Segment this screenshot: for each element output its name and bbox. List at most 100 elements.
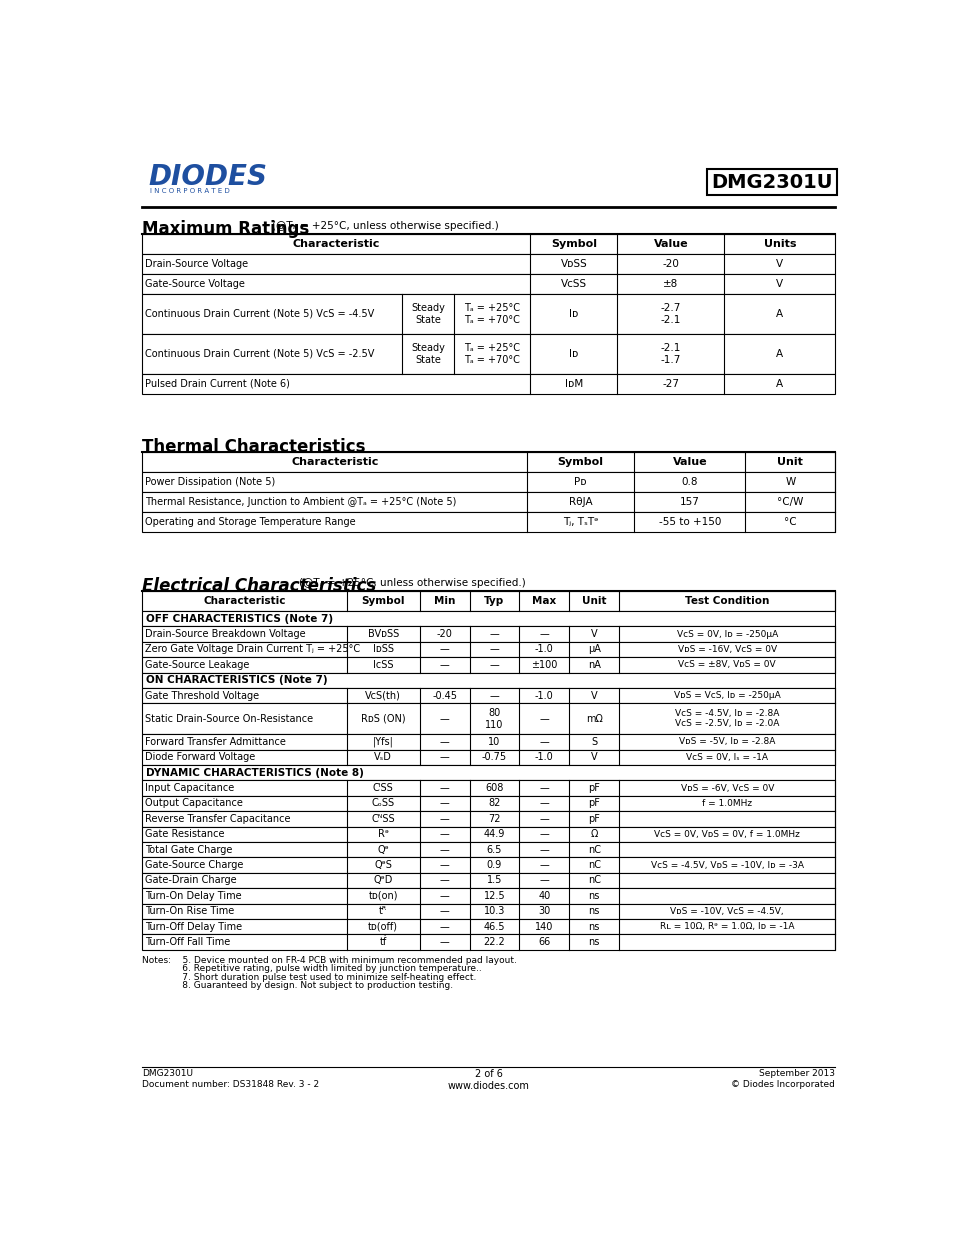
Text: 44.9: 44.9 [483,829,505,840]
Text: CᴵSS: CᴵSS [373,783,394,793]
Text: 140: 140 [535,921,553,931]
Bar [142,294,835,333]
Text: 10.3: 10.3 [483,906,505,916]
Text: —: — [538,799,549,809]
Text: Thermal Characteristics: Thermal Characteristics [142,438,366,457]
Text: -2.7
-2.1: -2.7 -2.1 [659,303,680,325]
Bar [142,750,835,764]
Text: —: — [439,752,449,762]
Bar [142,626,835,642]
Text: Notes:    5. Device mounted on FR-4 PCB with minimum recommended pad layout.: Notes: 5. Device mounted on FR-4 PCB wit… [142,956,517,965]
Text: Zero Gate Voltage Drain Current Tⱼ = +25°C: Zero Gate Voltage Drain Current Tⱼ = +25… [145,645,359,655]
Text: —: — [439,714,449,724]
Text: Value: Value [653,238,687,248]
Text: VᴅSS: VᴅSS [559,258,586,269]
Text: Power Dissipation (Note 5): Power Dissipation (Note 5) [145,478,274,488]
Text: —: — [538,860,549,871]
Bar [142,704,835,734]
Text: Output Capacitance: Output Capacitance [145,799,242,809]
Text: IᴄSS: IᴄSS [373,659,393,669]
Text: —: — [489,690,498,700]
Text: ns: ns [588,921,599,931]
Text: Typ: Typ [484,597,504,606]
Text: tᴅ(on): tᴅ(on) [368,890,397,900]
Text: 608: 608 [485,783,503,793]
Text: V: V [590,629,597,638]
Bar [142,274,835,294]
Text: —: — [439,906,449,916]
Text: pF: pF [588,799,599,809]
Text: VᴅS = VᴄS, Iᴅ = -250μA: VᴅS = VᴄS, Iᴅ = -250μA [673,692,780,700]
Text: -0.45: -0.45 [432,690,456,700]
Text: ±8: ±8 [662,279,678,289]
Text: Tₐ = +25°C
Tₐ = +70°C: Tₐ = +25°C Tₐ = +70°C [464,343,519,364]
Text: 82: 82 [488,799,500,809]
Text: VᴄS = -4.5V, VᴅS = -10V, Iᴅ = -3A: VᴄS = -4.5V, VᴅS = -10V, Iᴅ = -3A [650,861,803,869]
Text: —: — [439,921,449,931]
Text: VᴅS = -5V, Iᴅ = -2.8A: VᴅS = -5V, Iᴅ = -2.8A [679,737,775,746]
Text: 72: 72 [488,814,500,824]
Text: μA: μA [587,645,600,655]
Text: RθJA: RθJA [568,498,592,508]
Text: Total Gate Charge: Total Gate Charge [145,845,232,855]
Text: Unit: Unit [581,597,606,606]
Text: nC: nC [587,876,600,885]
Text: °C: °C [783,517,796,527]
Text: —: — [439,737,449,747]
Text: nC: nC [587,845,600,855]
Text: Diode Forward Voltage: Diode Forward Voltage [145,752,254,762]
Text: 0.9: 0.9 [486,860,501,871]
Text: Tⱼ, TₛTᵊ: Tⱼ, TₛTᵊ [562,517,598,527]
Text: Ω: Ω [590,829,598,840]
Text: f = 1.0MHz: f = 1.0MHz [701,799,752,808]
Text: Qᵊ: Qᵊ [377,845,389,855]
Text: V: V [776,279,782,289]
Text: —: — [538,829,549,840]
Text: —: — [538,845,549,855]
Text: Maximum Ratings: Maximum Ratings [142,220,310,238]
Text: CₒSS: CₒSS [372,799,395,809]
Text: nA: nA [587,659,600,669]
Text: |Yfs|: |Yfs| [373,736,394,747]
Text: nC: nC [587,860,600,871]
Text: Test Condition: Test Condition [684,597,769,606]
Text: Rᵊ: Rᵊ [377,829,389,840]
Text: VᴄS = 0V, VᴅS = 0V, f = 1.0MHz: VᴄS = 0V, VᴅS = 0V, f = 1.0MHz [654,830,800,839]
Text: VᴄS = -4.5V, Iᴅ = -2.8A
VᴄS = -2.5V, Iᴅ = -2.0A: VᴄS = -4.5V, Iᴅ = -2.8A VᴄS = -2.5V, Iᴅ … [675,709,779,729]
Text: —: — [439,860,449,871]
Text: Gate-Source Leakage: Gate-Source Leakage [145,659,249,669]
Text: Iᴅ: Iᴅ [569,348,578,359]
Text: —: — [489,645,498,655]
Text: —: — [439,645,449,655]
Text: 157: 157 [679,498,700,508]
Text: Electrical Characteristics: Electrical Characteristics [142,577,376,595]
Text: VᴄS = 0V, Iₛ = -1A: VᴄS = 0V, Iₛ = -1A [685,753,767,762]
Text: -20: -20 [436,629,452,638]
Text: Value: Value [672,457,706,467]
Text: —: — [538,737,549,747]
Text: -2.1
-1.7: -2.1 -1.7 [659,343,680,364]
Bar [142,493,835,513]
Text: 46.5: 46.5 [483,921,505,931]
Text: —: — [439,829,449,840]
Bar [142,611,835,626]
Bar [142,233,835,253]
Text: Pulsed Drain Current (Note 6): Pulsed Drain Current (Note 6) [145,379,290,389]
Bar [142,781,835,795]
Text: CᴺSS: CᴺSS [371,814,395,824]
Text: 0.8: 0.8 [680,478,698,488]
Bar [142,795,835,811]
Text: QᵊS: QᵊS [374,860,392,871]
Bar [142,513,835,532]
Text: IᴅM: IᴅM [564,379,582,389]
Bar [142,919,835,935]
Bar [142,472,835,493]
Bar [142,673,835,688]
Text: (@Tₐ = +25°C, unless otherwise specified.): (@Tₐ = +25°C, unless otherwise specified… [298,578,525,588]
Bar [142,764,835,781]
Text: A: A [776,379,782,389]
Text: 40: 40 [537,890,550,900]
Bar [142,842,835,857]
Text: Characteristic: Characteristic [203,597,286,606]
Text: Gate-Source Charge: Gate-Source Charge [145,860,243,871]
